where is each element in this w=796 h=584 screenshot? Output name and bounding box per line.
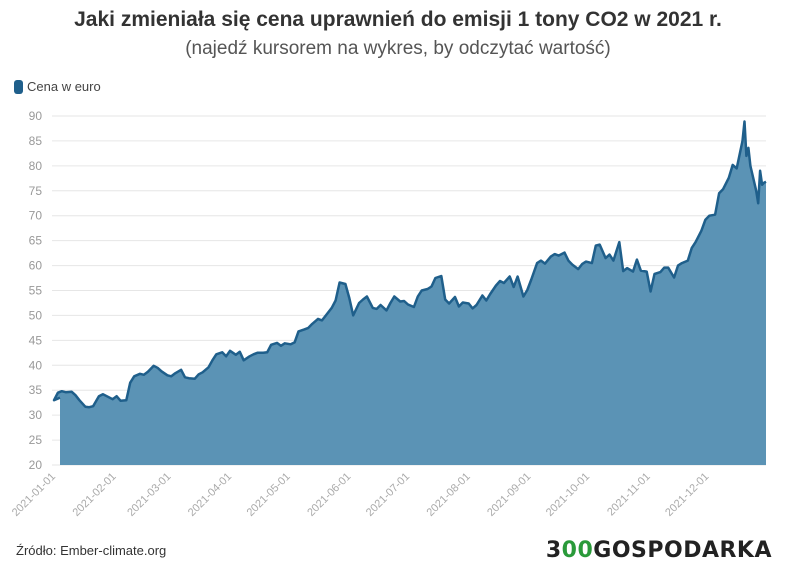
y-tick-label: 45 — [29, 333, 43, 347]
x-tick-label: 2021-01-01 — [10, 471, 58, 519]
x-tick-label: 2021-07-01 — [364, 471, 412, 519]
y-tick-label: 30 — [29, 408, 43, 422]
x-tick-label: 2021-11-01 — [605, 471, 653, 519]
y-tick-label: 75 — [29, 184, 43, 198]
brand-logo: 300GOSPODARKA — [546, 538, 772, 563]
price-area[interactable] — [54, 121, 766, 466]
x-tick-label: 2021-04-01 — [186, 471, 234, 519]
legend-label: Cena w euro — [27, 79, 101, 94]
x-tick-label: 2021-03-01 — [125, 471, 173, 519]
y-tick-label: 50 — [29, 308, 43, 322]
x-axis-ticks: 2021-01-01 2021-02-01 2021-03-01 2021-04-01… — [10, 471, 712, 519]
brand-prefix: 3 — [545, 538, 562, 563]
y-axis-ticks: 20 25 30 35 40 45 50 55 60 65 70 75 80 85 90 — [29, 109, 43, 472]
y-tick-label: 55 — [29, 284, 43, 298]
brand-suffix: GOSPODARKA — [593, 538, 772, 563]
x-tick-label: 2021-06-01 — [305, 471, 353, 519]
x-tick-label: 2021-10-01 — [544, 471, 592, 519]
x-tick-label: 2021-05-01 — [245, 471, 293, 519]
chart-title: Jaki zmieniała się cena uprawnień do emi… — [74, 8, 722, 31]
x-tick-label: 2021-09-01 — [485, 471, 533, 519]
y-tick-label: 80 — [29, 159, 43, 173]
y-tick-label: 40 — [29, 358, 43, 372]
legend: Cena w euro — [14, 79, 101, 94]
x-tick-label: 2021-08-01 — [425, 471, 473, 519]
y-tick-label: 65 — [29, 234, 43, 248]
y-tick-label: 35 — [29, 383, 43, 397]
legend-swatch — [14, 79, 23, 94]
chart-subtitle: (najedź kursorem na wykres, by odczytać … — [185, 38, 611, 59]
source-note: Źródło: Ember-climate.org — [16, 543, 167, 558]
y-tick-label: 60 — [29, 259, 43, 273]
y-tick-label: 20 — [29, 458, 43, 472]
y-tick-label: 70 — [29, 209, 43, 223]
brand-middle: 00 — [561, 538, 594, 563]
x-tick-label: 2021-12-01 — [663, 471, 711, 519]
y-tick-label: 25 — [29, 433, 43, 447]
y-tick-label: 90 — [29, 109, 43, 123]
x-tick-label: 2021-02-01 — [70, 471, 118, 519]
price-line[interactable] — [52, 120, 767, 409]
y-tick-label: 85 — [29, 134, 43, 148]
